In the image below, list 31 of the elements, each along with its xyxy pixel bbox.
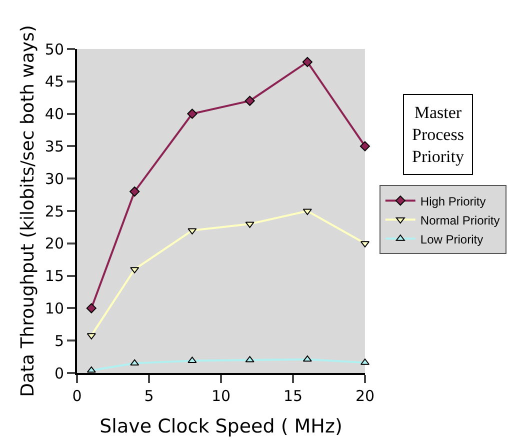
y-tick-label: 35 — [44, 137, 64, 156]
legend-label: Low Priority — [420, 232, 484, 246]
point — [130, 186, 140, 197]
point — [360, 141, 370, 152]
y-axis-title: Data Throughput (kilobits/sec both ways) — [18, 25, 39, 397]
legend-title: Master Process Priority — [412, 103, 464, 166]
x-tick-label: 10 — [211, 387, 231, 405]
y-tick-label: 45 — [44, 72, 64, 91]
x-tick-label: 15 — [283, 387, 303, 405]
y-tick-label: 0 — [54, 364, 64, 382]
y-tick-label: 25 — [44, 202, 64, 220]
x-tick-label: 20 — [355, 387, 375, 405]
y-tick-label: 5 — [54, 332, 64, 350]
x-tick-label: 0 — [72, 387, 82, 405]
x-axis-title: Slave Clock Speed ( MHz) — [100, 415, 342, 438]
point — [302, 355, 312, 362]
point — [86, 366, 96, 373]
point — [302, 56, 312, 68]
point — [130, 359, 140, 366]
y-tick-label: 10 — [44, 299, 64, 318]
point — [187, 108, 198, 119]
y-tick-label: 15 — [44, 267, 64, 286]
y-tick-label: 20 — [44, 234, 64, 253]
legend-label: High Priority — [420, 194, 486, 208]
x-tick-label: 5 — [144, 387, 154, 405]
y-tick-label: 30 — [44, 170, 64, 188]
point — [86, 303, 96, 314]
y-tick-label: 40 — [44, 105, 64, 124]
point — [244, 96, 255, 106]
legend-label: Normal Priority — [420, 213, 500, 228]
y-tick-label: 50 — [44, 40, 64, 58]
